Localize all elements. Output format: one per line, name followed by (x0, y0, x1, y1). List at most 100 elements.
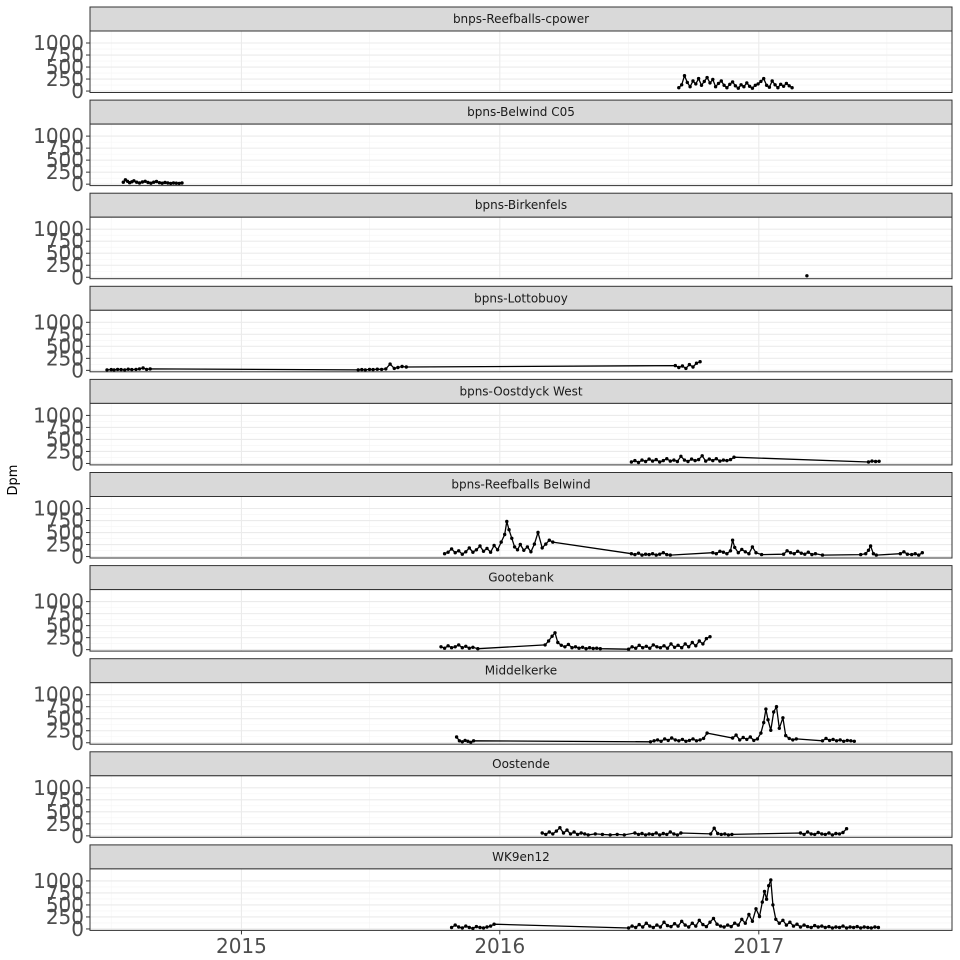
y-tick-label: 500 (46, 241, 84, 265)
y-tick-label: 250 (46, 253, 84, 277)
data-point (460, 646, 464, 650)
data-point (641, 646, 645, 650)
data-point (551, 540, 555, 544)
data-point (163, 180, 167, 185)
data-point (467, 546, 471, 550)
data-point (547, 830, 551, 834)
data-point (544, 832, 548, 837)
panel-border (89, 123, 953, 187)
panel-border (89, 30, 953, 93)
data-point (708, 81, 712, 85)
data-point (492, 922, 496, 926)
facet-strip (89, 658, 953, 684)
data-point (715, 922, 719, 926)
data-point (488, 550, 493, 554)
y-tick-label: 500 (46, 427, 84, 451)
data-point (655, 923, 659, 927)
data-point (690, 640, 694, 645)
data-point (806, 550, 810, 554)
data-point (740, 547, 744, 552)
y-tick-label: 500 (46, 148, 84, 172)
data-point (734, 733, 738, 737)
data-point (694, 924, 698, 928)
data-point (752, 738, 756, 743)
data-point (404, 365, 408, 369)
data-point (830, 926, 835, 930)
data-point (747, 552, 751, 556)
data-point (655, 738, 660, 742)
data-point (779, 82, 783, 87)
data-point (643, 833, 648, 837)
data-point (699, 83, 704, 88)
data-point (647, 457, 651, 461)
data-point (742, 85, 746, 89)
data-point (137, 367, 142, 371)
data-point (787, 84, 791, 88)
data-point (750, 86, 755, 90)
data-point (708, 920, 712, 924)
data-point (859, 926, 863, 930)
panel-border (89, 216, 953, 280)
data-point (529, 550, 533, 554)
data-point (726, 923, 730, 927)
data-point (665, 457, 669, 461)
plot-background (90, 496, 952, 558)
data-point (636, 551, 641, 555)
data-point (471, 739, 476, 743)
data-point (661, 458, 665, 463)
y-tick-label: 750 (46, 229, 84, 253)
data-point (672, 832, 676, 836)
data-point (658, 925, 663, 929)
data-point (823, 925, 827, 930)
data-point (471, 926, 475, 931)
y-tick-label: 1000 (33, 683, 84, 707)
data-point (689, 457, 694, 461)
data-point (580, 645, 585, 649)
data-point (920, 551, 924, 555)
y-tick-label: 750 (46, 43, 84, 67)
data-point (177, 181, 181, 186)
data-point (750, 545, 755, 549)
data-point (481, 549, 486, 553)
data-point (696, 457, 701, 462)
data-point (728, 549, 733, 553)
data-point (457, 739, 462, 743)
data-point (823, 832, 827, 837)
x-tick-label: 2016 (474, 934, 525, 958)
data-point (704, 924, 709, 929)
data-point (747, 84, 752, 89)
data-point (680, 919, 684, 923)
data-point (774, 705, 779, 709)
data-point (467, 925, 471, 930)
data-point (787, 736, 791, 741)
data-point (634, 646, 638, 650)
data-point (643, 459, 648, 464)
data-point (722, 925, 726, 929)
data-point (841, 924, 845, 928)
data-point (776, 86, 780, 90)
y-tick-label: 500 (46, 334, 84, 358)
panel-border (89, 309, 953, 373)
facet-strip-label: bpns-Birkenfels (475, 198, 567, 212)
panel-border (89, 868, 953, 931)
y-tick-label: 0 (71, 731, 84, 755)
data-point (522, 548, 526, 552)
data-point (820, 924, 824, 928)
data-point (505, 519, 509, 524)
data-point (701, 922, 705, 927)
plot-background (90, 403, 952, 465)
panel-border (89, 775, 953, 838)
data-point (673, 363, 677, 368)
data-point (662, 920, 666, 924)
plot-background (90, 589, 952, 652)
data-point (661, 831, 665, 836)
data-point (745, 737, 749, 742)
data-point (457, 925, 461, 929)
data-point (672, 458, 676, 462)
data-point (788, 920, 792, 924)
data-point (360, 367, 364, 372)
data-point (796, 549, 800, 553)
